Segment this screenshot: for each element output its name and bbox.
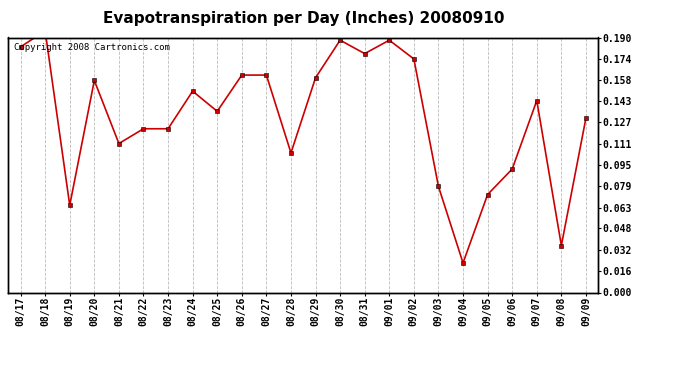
Text: Copyright 2008 Cartronics.com: Copyright 2008 Cartronics.com [14, 43, 170, 52]
Text: Evapotranspiration per Day (Inches) 20080910: Evapotranspiration per Day (Inches) 2008… [103, 11, 504, 26]
